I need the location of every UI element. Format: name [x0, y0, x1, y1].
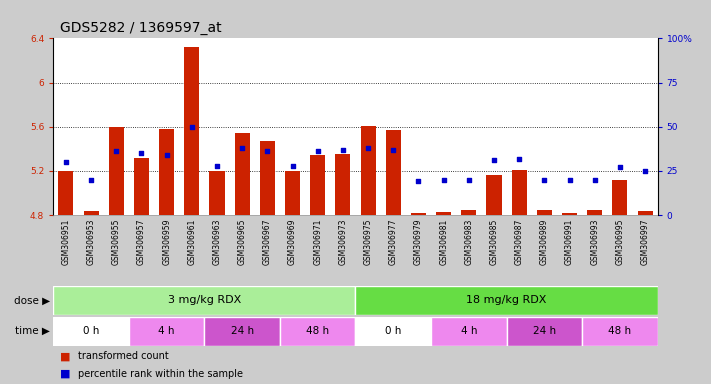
Text: GSM306985: GSM306985: [489, 218, 498, 265]
Text: 3 mg/kg RDX: 3 mg/kg RDX: [168, 295, 241, 306]
Bar: [587, 210, 602, 215]
Text: GSM306989: GSM306989: [540, 218, 549, 265]
Bar: [53, 286, 356, 315]
Text: 18 mg/kg RDX: 18 mg/kg RDX: [466, 295, 547, 306]
Bar: [506, 317, 582, 346]
Bar: [411, 213, 426, 215]
Text: 24 h: 24 h: [533, 326, 556, 336]
Text: GDS5282 / 1369597_at: GDS5282 / 1369597_at: [60, 21, 222, 35]
Point: [363, 145, 374, 151]
Bar: [109, 127, 124, 215]
Point: [237, 145, 248, 151]
Bar: [512, 170, 527, 215]
Bar: [562, 213, 577, 215]
Text: ■: ■: [60, 351, 75, 361]
Point: [312, 148, 324, 154]
Bar: [285, 171, 300, 215]
Bar: [336, 154, 351, 215]
Text: GSM306977: GSM306977: [389, 218, 397, 265]
Text: GSM306993: GSM306993: [590, 218, 599, 265]
Bar: [134, 157, 149, 215]
Text: 48 h: 48 h: [306, 326, 329, 336]
Text: GSM306995: GSM306995: [616, 218, 624, 265]
Text: 4 h: 4 h: [461, 326, 477, 336]
Point: [488, 157, 500, 163]
Bar: [356, 317, 431, 346]
Point: [413, 179, 424, 185]
Text: GSM306955: GSM306955: [112, 218, 121, 265]
Bar: [461, 210, 476, 215]
Text: time ▶: time ▶: [15, 326, 50, 336]
Point: [513, 156, 525, 162]
Point: [387, 147, 399, 153]
Point: [186, 124, 198, 130]
Text: GSM306997: GSM306997: [641, 218, 650, 265]
Bar: [235, 133, 250, 215]
Bar: [385, 130, 401, 215]
Bar: [53, 317, 129, 346]
Point: [85, 177, 97, 183]
Point: [337, 147, 348, 153]
Text: dose ▶: dose ▶: [14, 295, 50, 306]
Bar: [58, 171, 73, 215]
Text: GSM306983: GSM306983: [464, 218, 474, 265]
Text: GSM306959: GSM306959: [162, 218, 171, 265]
Point: [161, 152, 172, 158]
Point: [589, 177, 600, 183]
Point: [111, 148, 122, 154]
Text: GSM306963: GSM306963: [213, 218, 222, 265]
Bar: [184, 47, 199, 215]
Point: [463, 177, 474, 183]
Text: GSM306965: GSM306965: [237, 218, 247, 265]
Point: [639, 168, 651, 174]
Bar: [159, 129, 174, 215]
Text: 24 h: 24 h: [230, 326, 254, 336]
Text: GSM306953: GSM306953: [87, 218, 95, 265]
Bar: [612, 180, 627, 215]
Text: GSM306957: GSM306957: [137, 218, 146, 265]
Text: 4 h: 4 h: [159, 326, 175, 336]
Text: GSM306981: GSM306981: [439, 218, 448, 265]
Bar: [537, 210, 552, 215]
Text: 0 h: 0 h: [385, 326, 402, 336]
Text: 48 h: 48 h: [609, 326, 631, 336]
Point: [539, 177, 550, 183]
Point: [438, 177, 449, 183]
Point: [211, 162, 223, 169]
Text: GSM306991: GSM306991: [565, 218, 574, 265]
Text: GSM306961: GSM306961: [187, 218, 196, 265]
Bar: [582, 317, 658, 346]
Point: [262, 148, 273, 154]
Point: [136, 150, 147, 156]
Text: GSM306973: GSM306973: [338, 218, 348, 265]
Text: ■: ■: [60, 369, 75, 379]
Bar: [280, 317, 356, 346]
Text: transformed count: transformed count: [78, 351, 169, 361]
Bar: [486, 175, 501, 215]
Text: GSM306951: GSM306951: [61, 218, 70, 265]
Bar: [129, 317, 205, 346]
Point: [614, 164, 626, 170]
Bar: [436, 212, 451, 215]
Point: [287, 162, 298, 169]
Bar: [84, 210, 99, 215]
Text: GSM306979: GSM306979: [414, 218, 423, 265]
Text: 0 h: 0 h: [83, 326, 100, 336]
Text: percentile rank within the sample: percentile rank within the sample: [78, 369, 243, 379]
Bar: [310, 156, 325, 215]
Text: GSM306967: GSM306967: [263, 218, 272, 265]
Point: [564, 177, 575, 183]
Bar: [431, 317, 506, 346]
Text: GSM306987: GSM306987: [515, 218, 524, 265]
Bar: [260, 141, 275, 215]
Text: GSM306971: GSM306971: [314, 218, 322, 265]
Bar: [205, 317, 280, 346]
Bar: [356, 286, 658, 315]
Bar: [210, 171, 225, 215]
Point: [60, 159, 72, 165]
Text: GSM306969: GSM306969: [288, 218, 297, 265]
Bar: [360, 126, 375, 215]
Text: GSM306975: GSM306975: [363, 218, 373, 265]
Bar: [638, 210, 653, 215]
